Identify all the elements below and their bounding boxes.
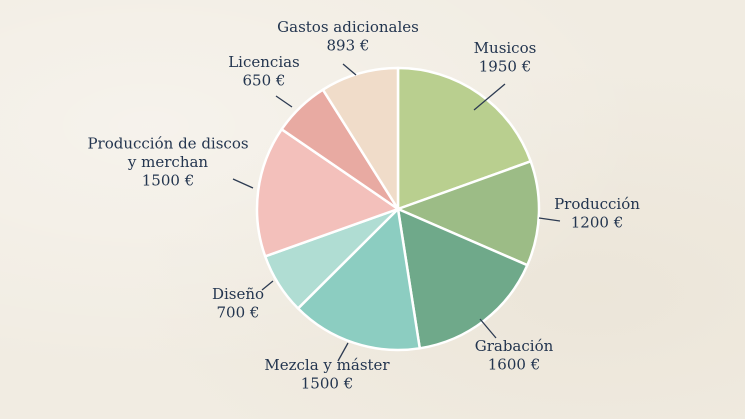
slice-label-8: Gastos adicionales 893 € (277, 18, 419, 55)
pie-slice-1 (396, 66, 532, 211)
slice-label-5: Diseño 700 € (212, 285, 264, 322)
slice-value-label: 1950 € (479, 57, 532, 75)
slice-category-label: Diseño (212, 285, 264, 303)
slice-label-1: Musicos 1950 € (474, 39, 537, 76)
pie-slice-6 (255, 128, 400, 258)
slice-value-label: 700 € (217, 303, 260, 321)
leader-line-4 (337, 342, 349, 362)
pie-slice-8 (321, 66, 400, 211)
slice-value-label: 1600 € (488, 355, 541, 373)
slice-value-label: 1500 € (142, 172, 195, 190)
leader-line-2 (538, 217, 561, 222)
slice-label-2: Producción 1200 € (554, 195, 640, 232)
leader-line-7 (275, 95, 293, 108)
slice-value-label: 1200 € (571, 213, 624, 231)
slice-value-label: 893 € (327, 36, 370, 54)
slice-label-6: Producción de discos y merchan 1500 € (87, 135, 248, 190)
slice-category-label: Producción de discos (87, 135, 248, 153)
slice-category-label: Grabación (475, 337, 554, 355)
slice-category-label: Gastos adicionales (277, 18, 419, 36)
slice-label-3: Grabación 1600 € (475, 337, 554, 374)
slice-category-label: Licencias (228, 53, 300, 71)
slice-category-label: Mezcla y máster (264, 356, 390, 374)
slices-layer (255, 66, 541, 352)
leader-line-6 (232, 178, 254, 189)
slice-value-label: 1500 € (301, 374, 354, 392)
slice-label-4: Mezcla y máster 1500 € (264, 356, 390, 393)
slice-value-label: 650 € (243, 71, 286, 89)
slice-label-7: Licencias 650 € (228, 53, 300, 90)
leader-line-1 (473, 83, 506, 111)
leader-line-5 (261, 280, 274, 291)
slice-category-label: y merchan (127, 153, 209, 171)
slice-category-label: Producción (554, 195, 640, 213)
pie-slice-4 (296, 207, 422, 352)
leader-lines-layer (232, 63, 561, 362)
pie-slice-3 (396, 207, 529, 350)
labels-layer: Musicos 1950 € Producción 1200 € Grabación 16… (87, 18, 640, 393)
pie-slice-2 (396, 160, 541, 267)
leader-line-3 (479, 318, 497, 339)
slice-category-label: Musicos (474, 39, 537, 57)
leader-line-8 (342, 63, 357, 76)
